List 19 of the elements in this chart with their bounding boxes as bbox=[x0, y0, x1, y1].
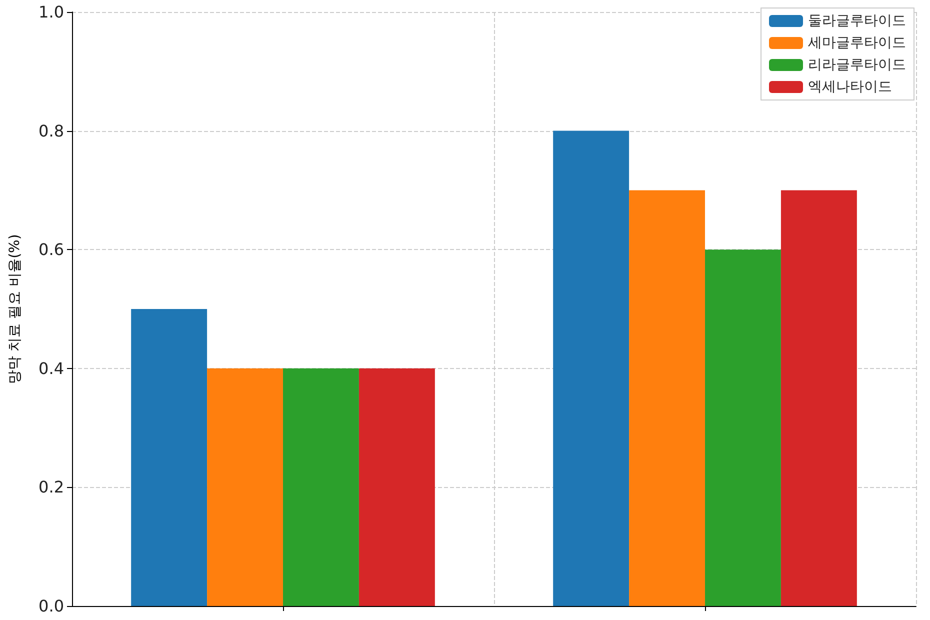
bar bbox=[283, 368, 359, 606]
legend-label: 리라글루타이드 bbox=[808, 57, 906, 73]
bar bbox=[358, 368, 435, 606]
legend-label: 세마글루타이드 bbox=[808, 35, 906, 51]
bar bbox=[705, 250, 781, 606]
y-tick-label: 0.2 bbox=[38, 478, 64, 497]
bar bbox=[131, 309, 208, 606]
y-axis-title: 망막 치료 필요 비율(%) bbox=[7, 234, 23, 384]
bar bbox=[629, 190, 705, 606]
bar bbox=[780, 190, 857, 606]
legend-label: 둘라글루타이드 bbox=[808, 13, 906, 29]
y-tick-label: 0.6 bbox=[38, 240, 64, 260]
legend-label: 엑세나타이드 bbox=[808, 79, 892, 95]
y-tick-label: 1.0 bbox=[38, 2, 64, 22]
bar bbox=[207, 368, 283, 606]
y-tick-label: 0.8 bbox=[38, 121, 64, 140]
bar bbox=[553, 130, 630, 606]
y-tick-label: 0.0 bbox=[38, 596, 64, 616]
y-tick-label: 0.4 bbox=[38, 358, 64, 378]
